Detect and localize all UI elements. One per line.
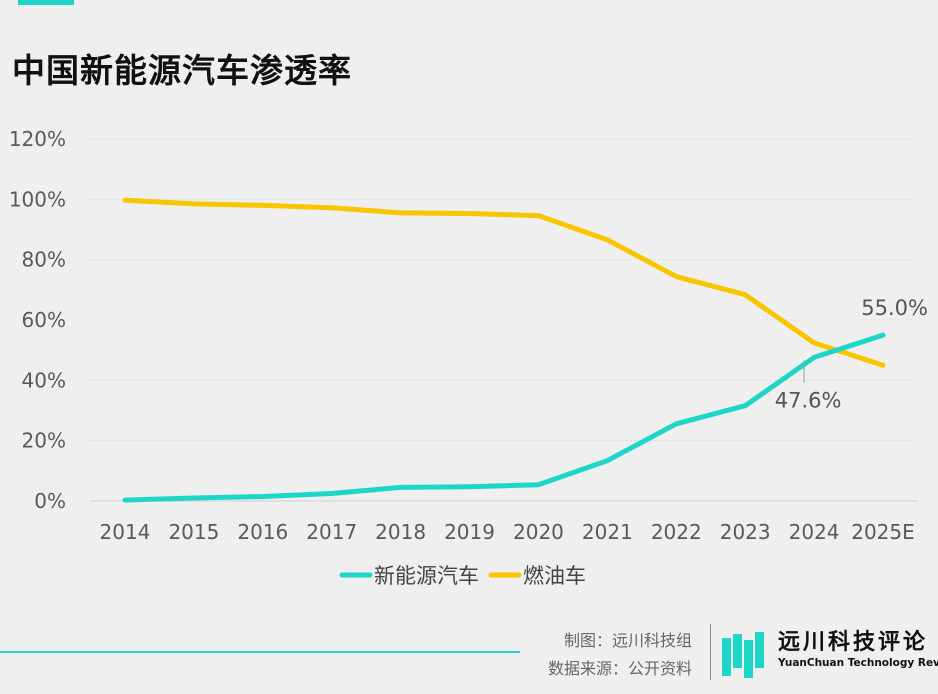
- series-lines: [122, 197, 886, 503]
- legend: 新能源汽车 燃油车: [339, 564, 586, 588]
- legend-label: 新能源汽车: [374, 564, 479, 588]
- x-tick-label: 2021: [582, 520, 633, 544]
- y-tick-label: 80%: [22, 248, 66, 272]
- top-accent-bar: [18, 0, 74, 5]
- y-axis-ticks: 0% 20% 40% 60% 80% 100% 120%: [9, 127, 66, 513]
- x-tick-label: 2017: [306, 520, 357, 544]
- y-tick-label: 60%: [22, 308, 66, 332]
- x-tick-label: 2014: [100, 520, 151, 544]
- data-label-2024: 47.6%: [775, 388, 842, 412]
- x-tick-label: 2023: [720, 520, 771, 544]
- footer-divider: [710, 624, 711, 680]
- source-block: 制图：远川科技组 数据来源：公开资料: [548, 627, 692, 683]
- x-tick-label: 2024: [789, 520, 840, 544]
- y-tick-label: 40%: [22, 368, 66, 392]
- y-tick-label: 120%: [9, 127, 66, 151]
- y-tick-label: 0%: [34, 489, 66, 513]
- x-tick-label: 2019: [444, 520, 495, 544]
- x-tick-label: 2015: [168, 520, 219, 544]
- gridlines: [90, 138, 918, 502]
- legend-label: 燃油车: [523, 564, 586, 588]
- x-axis-ticks: 2014 2015 2016 2017 2018 2019 2020 2021 2022 2023…: [100, 520, 915, 544]
- footer-accent-line: [0, 651, 520, 653]
- series-line-nev: [122, 332, 886, 503]
- x-tick-label: 2025E: [851, 520, 915, 544]
- brand-name-en: YuanChuan Technology Review: [778, 657, 938, 669]
- x-tick-label: 2020: [513, 520, 564, 544]
- source-text: 数据来源：公开资料: [547, 659, 692, 678]
- x-tick-label: 2022: [651, 520, 702, 544]
- annotations: 55.0% 47.6%: [775, 296, 928, 412]
- x-tick-label: 2018: [375, 520, 426, 544]
- y-tick-label: 100%: [9, 187, 66, 211]
- brand-block: 远川科技评论 YuanChuan Technology Review: [722, 630, 938, 678]
- series-line-fuel: [122, 197, 886, 368]
- chart-title: 中国新能源汽车渗透率: [12, 51, 352, 90]
- line-chart: 0%20%40%60%80%100%120% 2014 2015 2016 2017 2…: [9, 127, 928, 588]
- brand-name-cn: 远川科技评论: [778, 630, 929, 655]
- brand-logo-icon: [722, 632, 764, 678]
- data-label-2025e: 55.0%: [861, 296, 928, 320]
- y-tick-label: 20%: [22, 429, 66, 453]
- x-tick-label: 2016: [237, 520, 288, 544]
- credit-text: 制图：远川科技组: [563, 631, 692, 650]
